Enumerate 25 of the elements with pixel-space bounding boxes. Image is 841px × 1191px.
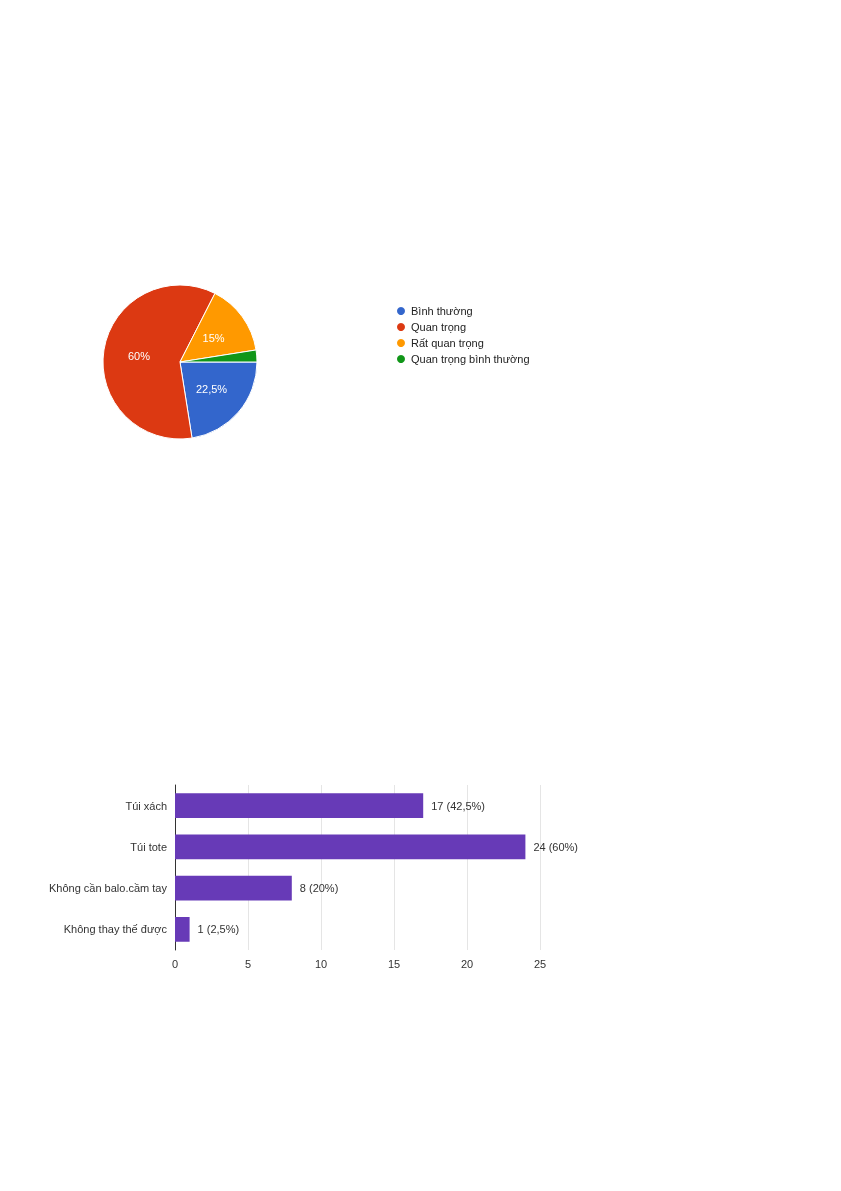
bar	[175, 875, 292, 901]
y-tick-label: Túi tote	[130, 840, 167, 853]
data-label: 8 (20%)	[299, 882, 339, 895]
legend-label: Quan trọng	[411, 321, 467, 333]
legend-label: Quan trọng bình thường	[411, 353, 530, 365]
data-label: 17 (42,5%)	[431, 799, 486, 812]
y-tick-label: Không cần balo.cầm tay	[48, 882, 168, 895]
x-tick-label: 25	[533, 957, 547, 970]
bar	[175, 834, 526, 860]
data-label: 22,5%	[195, 382, 228, 395]
data-label: 1 (2,5%)	[197, 923, 240, 936]
data-label: 24 (60%)	[533, 840, 579, 853]
bar	[175, 793, 424, 818]
x-tick-label: 10	[314, 957, 328, 970]
y-tick-label: Không thay thế được	[63, 923, 168, 936]
x-tick-label: 15	[387, 957, 401, 970]
bar	[175, 917, 190, 942]
legend-label: Bình thường	[411, 305, 473, 317]
x-tick-label: 20	[460, 957, 474, 970]
y-tick-label: Túi xách	[125, 799, 167, 812]
x-tick-label: 0	[171, 957, 179, 970]
x-tick-label: 5	[244, 957, 252, 970]
data-label: 15%	[202, 331, 225, 344]
legend-label: Rất quan trọng	[411, 337, 484, 349]
data-label: 60%	[128, 349, 151, 362]
